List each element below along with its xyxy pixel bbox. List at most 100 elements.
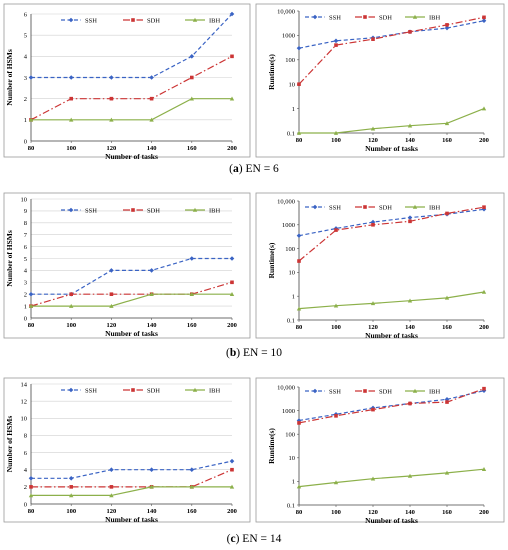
data-point [407,123,413,128]
x-tick-label: 120 [368,509,378,516]
data-point [230,54,234,59]
data-point [109,96,114,101]
y-tick-label: 2 [24,292,27,299]
data-point [189,467,195,473]
data-point [109,117,114,122]
legend-label: IBH [429,204,441,211]
legend-entry-ibh: IBH [185,17,221,24]
legend-marker [412,388,418,393]
data-point [297,82,301,86]
legend-label: IBH [209,387,221,394]
legend-marker [131,18,135,22]
y-tick-label: 1 [292,479,295,486]
y-axis-label: Number of HSMs [5,49,14,106]
y-tick-label: 14 [21,381,28,388]
y-tick-label: 10,000 [277,198,295,205]
data-point [229,458,235,464]
x-tick-label: 160 [442,324,452,331]
x-tick-label: 120 [107,322,117,329]
y-tick-label: 3 [24,75,27,82]
data-point [297,421,301,425]
data-point [482,386,486,391]
x-tick-label: 200 [479,324,489,331]
x-axis-label: Number of tasks [105,152,158,161]
y-tick-label: 100 [285,432,295,439]
data-point [296,233,302,238]
data-point [149,117,154,122]
legend-entry-sdh: SDH [123,387,160,394]
x-axis-label: Number of tasks [365,516,418,525]
x-tick-label: 200 [227,322,237,329]
data-point [109,493,114,498]
data-point [28,493,34,498]
legend-label: SDH [379,388,392,395]
data-point [334,414,338,418]
data-point [229,96,235,101]
data-point [230,467,234,472]
data-point [69,303,74,308]
series-ibh [296,289,487,311]
series-line [31,293,232,307]
x-tick-label: 80 [296,509,303,516]
legend-label: SSH [329,14,341,21]
series-line [31,13,233,79]
x-tick-label: 100 [331,137,341,144]
legend-marker [412,204,418,209]
data-point [444,121,450,126]
data-point [444,470,450,475]
data-point [296,130,302,135]
y-axis-label: Number of HSMs [5,416,14,473]
x-tick-label: 140 [405,509,415,516]
legend-entry-ibh: IBH [405,204,441,211]
series-ibh [296,466,487,489]
x-tick-label: 100 [331,324,341,331]
x-axis-label: Number of tasks [365,144,418,153]
data-point [69,485,73,489]
data-point [189,96,194,101]
data-point [445,23,449,27]
y-tick-label: 1000 [282,33,295,40]
legend-entry-ssh: SSH [305,14,341,21]
y-tick-label: 5 [24,256,27,263]
legend-label: SSH [329,388,341,395]
legend-label: IBH [209,17,221,24]
x-tick-label: 140 [147,508,157,515]
x-axis-label: Number of tasks [105,329,158,338]
legend-marker [192,207,198,212]
x-tick-label: 200 [227,508,237,515]
data-point [445,400,449,404]
data-point [407,298,413,303]
series-line [298,206,485,262]
series-ibh [296,106,487,135]
x-tick-label: 140 [405,137,415,144]
data-point [333,130,339,135]
data-point [109,292,114,296]
x-tick-label: 80 [296,324,303,331]
chart-frame [255,377,505,523]
data-point [408,219,412,224]
legend-marker [131,208,135,212]
series-ibh [28,96,235,122]
data-point [296,484,302,489]
x-tick-label: 120 [368,324,378,331]
series-ssh [28,458,235,481]
series-sdh [297,15,486,86]
legend-entry-sdh: SDH [355,204,392,211]
series-ibh [28,484,235,498]
x-tick-label: 80 [28,145,35,152]
legend-marker [192,387,198,392]
x-tick-label: 140 [147,145,157,152]
series-line [31,98,232,121]
data-point [28,291,34,297]
data-point [149,96,154,101]
y-tick-label: 6 [24,450,28,457]
y-tick-label: 1 [24,117,27,124]
legend-marker [192,17,198,22]
y-tick-label: 0.1 [287,130,295,137]
data-point [297,259,301,263]
legend-entry-sdh: SDH [355,14,392,21]
data-point [189,256,195,261]
series-line [298,390,485,422]
y-tick-label: 1 [24,303,27,310]
data-point [69,117,74,122]
